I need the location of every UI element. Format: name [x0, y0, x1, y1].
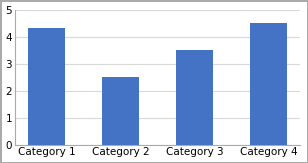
Bar: [102, 77, 139, 145]
Bar: [250, 23, 287, 145]
Bar: [28, 29, 65, 145]
Bar: [176, 50, 213, 145]
